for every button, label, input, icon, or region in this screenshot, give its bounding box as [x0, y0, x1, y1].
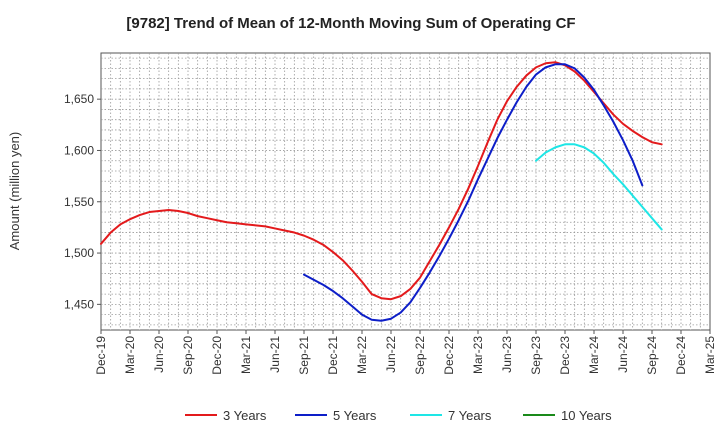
x-tick-label: Sep-20	[181, 336, 195, 375]
x-tick-label: Mar-23	[471, 336, 485, 374]
x-tick-label: Dec-22	[442, 336, 456, 375]
x-tick-label: Dec-21	[326, 336, 340, 375]
y-tick-label: 1,500	[64, 246, 94, 260]
x-tick-label: Jun-24	[616, 336, 630, 373]
series-line-7-years	[535, 143, 663, 231]
x-tick-label: Jun-21	[268, 336, 282, 373]
x-tick-label: Sep-21	[297, 336, 311, 375]
legend-label-3-years: 3 Years	[223, 408, 267, 423]
x-tick-label: Dec-23	[558, 336, 572, 375]
x-tick-label: Jun-22	[384, 336, 398, 373]
x-tick-label: Dec-19	[94, 336, 108, 375]
x-tick-label: Dec-24	[674, 336, 688, 375]
x-tick-label: Jun-20	[152, 336, 166, 373]
y-axis-label: Amount (million yen)	[7, 132, 22, 251]
legend-label-7-years: 7 Years	[448, 408, 492, 423]
y-axis-ticks: 1,450 1,500 1,550 1,600 1,650	[64, 92, 101, 311]
x-tick-label: Mar-20	[123, 336, 137, 374]
x-axis-ticks: Dec-19 Mar-20 Jun-20 Sep-20 Dec-20 Mar-21 Jun-…	[94, 330, 717, 375]
x-tick-label: Jun-23	[500, 336, 514, 373]
x-tick-label: Sep-22	[413, 336, 427, 375]
chart-title: [9782] Trend of Mean of 12-Month Moving …	[126, 15, 575, 32]
x-tick-label: Dec-20	[210, 336, 224, 375]
legend-label-5-years: 5 Years	[333, 408, 377, 423]
series-line-3-years	[100, 61, 663, 301]
series-lines	[100, 61, 663, 322]
x-tick-label: Sep-23	[529, 336, 543, 375]
legend-label-10-years: 10 Years	[561, 408, 612, 423]
y-tick-label: 1,550	[64, 195, 94, 209]
series-line-5-years	[303, 63, 644, 322]
y-tick-label: 1,450	[64, 297, 94, 311]
x-tick-label: Mar-25	[703, 336, 717, 374]
x-tick-label: Mar-22	[355, 336, 369, 374]
y-tick-label: 1,600	[64, 143, 94, 157]
x-tick-label: Mar-21	[239, 336, 253, 374]
x-tick-label: Sep-24	[645, 336, 659, 375]
y-tick-label: 1,650	[64, 92, 94, 106]
legend: 3 Years 5 Years 7 Years 10 Years	[185, 408, 612, 423]
x-tick-label: Mar-24	[587, 336, 601, 374]
